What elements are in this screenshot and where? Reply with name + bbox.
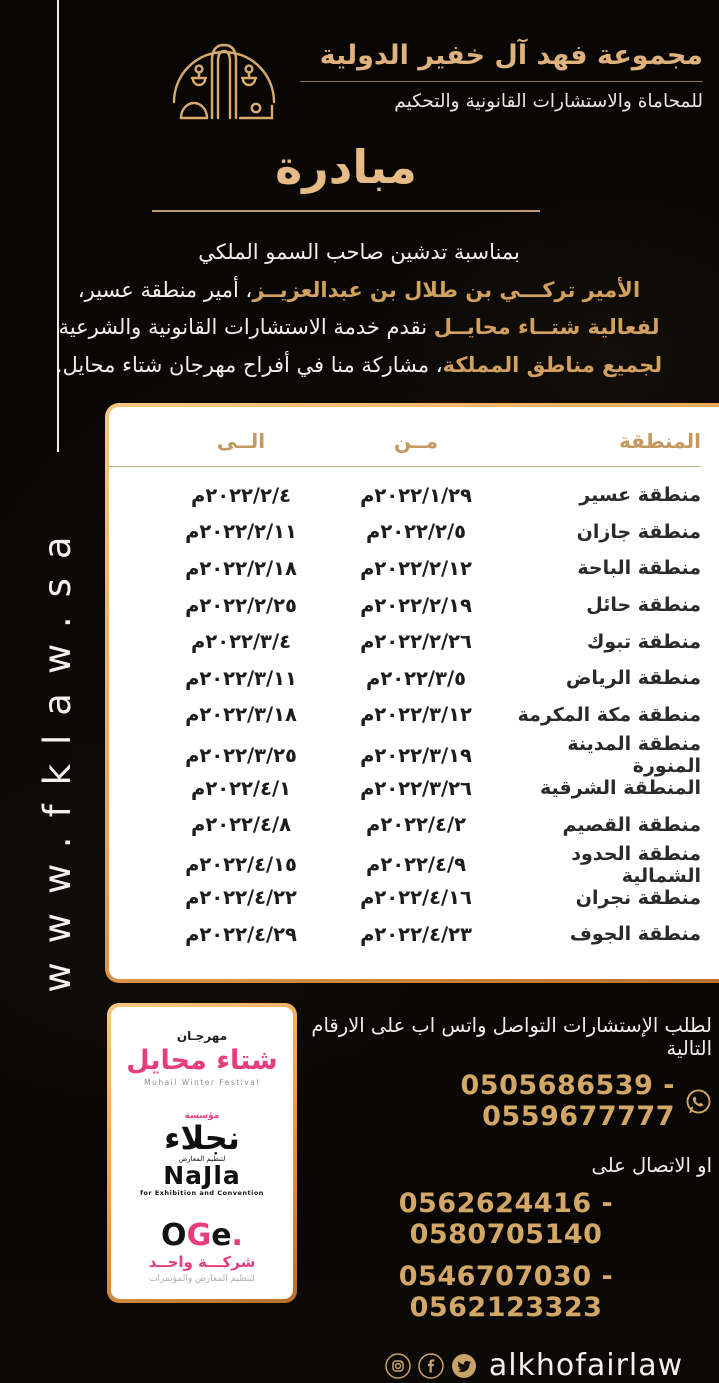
table-row: منطقة عسير ٢٠٢٢/١/٢٩م ٢٠٢٢/٢/٤م [109,477,701,514]
whatsapp-icon [685,1088,712,1115]
region-cell: منطقة الرياض [565,667,701,690]
from-date-cell: ٢٠٢٢/٢/٢٦م [360,630,472,654]
social-row: alkhofairlaw [328,1348,719,1383]
festival-name: لفعالية شتــاء محايــل [433,315,660,339]
intro-line-1: بمناسبة تدشين صاحب السمو الملكي [198,240,520,264]
table-row: منطقة الباحة ٢٠٢٢/٢/١٢م ٢٠٢٢/٢/١٨م [109,550,701,587]
table-row: منطقة جازان ٢٠٢٢/٢/٥م ٢٠٢٢/٢/١١م [109,514,701,551]
column-header-to: الــى [216,429,266,453]
whatsapp-label: لطلب الإستشارات التواصل واتس اب على الار… [311,1014,712,1060]
from-date-cell: ٢٠٢٢/٢/٥م [366,520,466,544]
column-header-from: مــن [393,429,439,453]
table-row: منطقة القصيم ٢٠٢٢/٤/٢م ٢٠٢٢/٤/٨م [109,806,701,843]
from-date-cell: ٢٠٢٢/٤/٢٣م [360,922,472,946]
from-date-cell: ٢٠٢٢/٣/١٢م [360,703,472,727]
to-date-cell: ٢٠٢٢/٤/٢٢م [185,886,297,910]
region-cell: منطقة الجوف [569,923,701,946]
region-cell: منطقة القصيم [562,813,701,836]
to-date-cell: ٢٠٢٢/٢/٢٥م [185,593,297,617]
from-date-cell: ٢٠٢٢/٢/١٢م [360,556,472,580]
call-numbers-1[interactable]: 0562624416 - 0580705140 [398,1188,614,1250]
title-underline [152,210,540,212]
whatsapp-row: 0505686539 - 0559677777 [300,1070,712,1132]
region-cell: منطقة الباحة [577,557,701,580]
call-label: او الاتصال على [591,1154,712,1177]
region-cell: منطقة تبوك [586,630,701,653]
to-date-cell: ٢٠٢٢/٤/١٥م [185,853,297,877]
law-firm-logo-icon [168,30,280,122]
from-date-cell: ٢٠٢٢/١/٢٩م [360,483,472,507]
region-cell: منطقة حائل [586,594,701,617]
table-row: المنطقة الشرقية ٢٠٢٢/٣/٢٦م ٢٠٢٢/٤/١م [109,770,701,807]
prince-name: الأمير تركـــي بن طلال بن عبدالعزيــز [252,277,641,302]
table-header-row: المنطقة مــن الــى [109,429,701,467]
from-date-cell: ٢٠٢٢/٤/٢م [366,813,466,837]
to-date-cell: ٢٠٢٢/٣/١٨م [185,703,297,727]
table-body: منطقة عسير ٢٠٢٢/١/٢٩م ٢٠٢٢/٢/٤م منطقة جازا… [109,467,701,953]
to-date-cell: ٢٠٢٢/٣/١١م [185,666,297,690]
one-company-logo: OGe. شركـــة واحــد لتنظيم المعارض والمؤ… [148,1218,256,1285]
brand-text: مجموعة فهد آل خفير الدولية للمحاماة والا… [300,40,703,112]
table-row: منطقة الحدود الشمالية ٢٠٢٢/٤/٩م ٢٠٢٢/٤/١٥م [109,843,701,887]
from-date-cell: ٢٠٢٢/٤/١٦م [360,886,472,910]
schedule-table: المنطقة مــن الــى منطقة عسير ٢٠٢٢/١/٢٩م ٢… [109,407,719,979]
to-date-cell: ٢٠٢٢/٤/٨م [191,813,291,837]
whatsapp-numbers[interactable]: 0505686539 - 0559677777 [460,1070,675,1132]
to-date-cell: ٢٠٢٢/٢/٤م [191,483,291,507]
region-cell: المنطقة الشرقية [540,777,701,800]
brand-tagline: للمحاماة والاستشارات القانونية والتحكيم [394,91,703,112]
from-date-cell: ٢٠٢٢/٣/٢٦م [360,776,472,800]
intro-line-3: لفعالية شتــاء محايــل نقدم خدمة الاستشا… [58,315,660,339]
to-date-cell: ٢٠٢٢/٤/٢٩م [185,922,297,946]
table-row: منطقة تبوك ٢٠٢٢/٢/٢٦م ٢٠٢٢/٣/٤م [109,623,701,660]
from-date-cell: ٢٠٢٢/٢/١٩م [360,593,472,617]
schedule-card: المنطقة مــن الــى منطقة عسير ٢٠٢٢/١/٢٩م ٢… [105,403,719,983]
page-title: مبادرة [275,140,417,194]
initiative-section: مبادرة [152,140,540,212]
from-date-cell: ٢٠٢٢/٣/٥م [366,666,466,690]
region-cell: منطقة الحدود الشمالية [571,842,701,887]
sponsors-card: مهرجـان شتاء محايل Muhail Winter Festiva… [107,1003,297,1303]
contact-section: لطلب الإستشارات التواصل واتس اب على الار… [300,1014,712,1383]
from-date-cell: ٢٠٢٢/٤/٩م [366,853,466,877]
social-handle[interactable]: alkhofairlaw [488,1348,684,1383]
website-link[interactable]: www.fklaw.sa [36,517,79,993]
table-row: منطقة مكة المكرمة ٢٠٢٢/٣/١٢م ٢٠٢٢/٣/١٨م [109,697,701,734]
intro-line-2: الأمير تركـــي بن طلال بن عبدالعزيــز، أ… [77,277,641,302]
column-header-region: المنطقة [619,429,701,453]
brand-title: مجموعة فهد آل خفير الدولية [300,40,703,82]
vertical-divider [57,0,59,452]
to-date-cell: ٢٠٢٢/٣/٢٥م [185,743,297,767]
region-cell: منطقة نجران [575,886,701,909]
table-row: منطقة حائل ٢٠٢٢/٢/١٩م ٢٠٢٢/٢/٢٥م [109,587,701,624]
header: مجموعة فهد آل خفير الدولية للمحاماة والا… [168,30,703,122]
intro-line-4: لجميع مناطق المملكة، مشاركة منا في أفراح… [55,352,663,377]
to-date-cell: ٢٠٢٢/٢/١١م [185,520,297,544]
from-date-cell: ٢٠٢٢/٣/١٩م [360,743,472,767]
region-cell: منطقة المدينة المنورة [567,733,701,778]
facebook-icon[interactable] [418,1352,444,1379]
intro-paragraph: بمناسبة تدشين صاحب السمو الملكي الأمير ت… [24,234,694,384]
kingdom-regions: لجميع مناطق المملكة [442,352,663,377]
table-row: منطقة الجوف ٢٠٢٢/٤/٢٣م ٢٠٢٢/٤/٢٩م [109,916,701,953]
sponsors-list: مهرجـان شتاء محايل Muhail Winter Festiva… [111,1007,293,1299]
muhail-winter-festival-logo: مهرجـان شتاء محايل Muhail Winter Festiva… [126,1029,278,1087]
to-date-cell: ٢٠٢٢/٢/١٨م [185,556,297,580]
najla-logo: مؤسسة نجلاء لتنظيم المعارض NaJla for Exh… [140,1111,264,1197]
table-row: منطقة المدينة المنورة ٢٠٢٢/٣/١٩م ٢٠٢٢/٣/٢٥… [109,733,701,777]
to-date-cell: ٢٠٢٢/٤/١م [191,776,291,800]
region-cell: منطقة مكة المكرمة [517,703,701,726]
table-row: منطقة نجران ٢٠٢٢/٤/١٦م ٢٠٢٢/٤/٢٢م [109,880,701,917]
table-row: منطقة الرياض ٢٠٢٢/٣/٥م ٢٠٢٢/٣/١١م [109,660,701,697]
region-cell: منطقة جازان [576,520,701,543]
twitter-icon[interactable] [451,1353,477,1379]
region-cell: منطقة عسير [579,484,701,507]
instagram-icon[interactable] [385,1352,411,1379]
call-numbers-2[interactable]: 0546707030 - 0562123323 [398,1261,614,1323]
to-date-cell: ٢٠٢٢/٣/٤م [191,630,291,654]
